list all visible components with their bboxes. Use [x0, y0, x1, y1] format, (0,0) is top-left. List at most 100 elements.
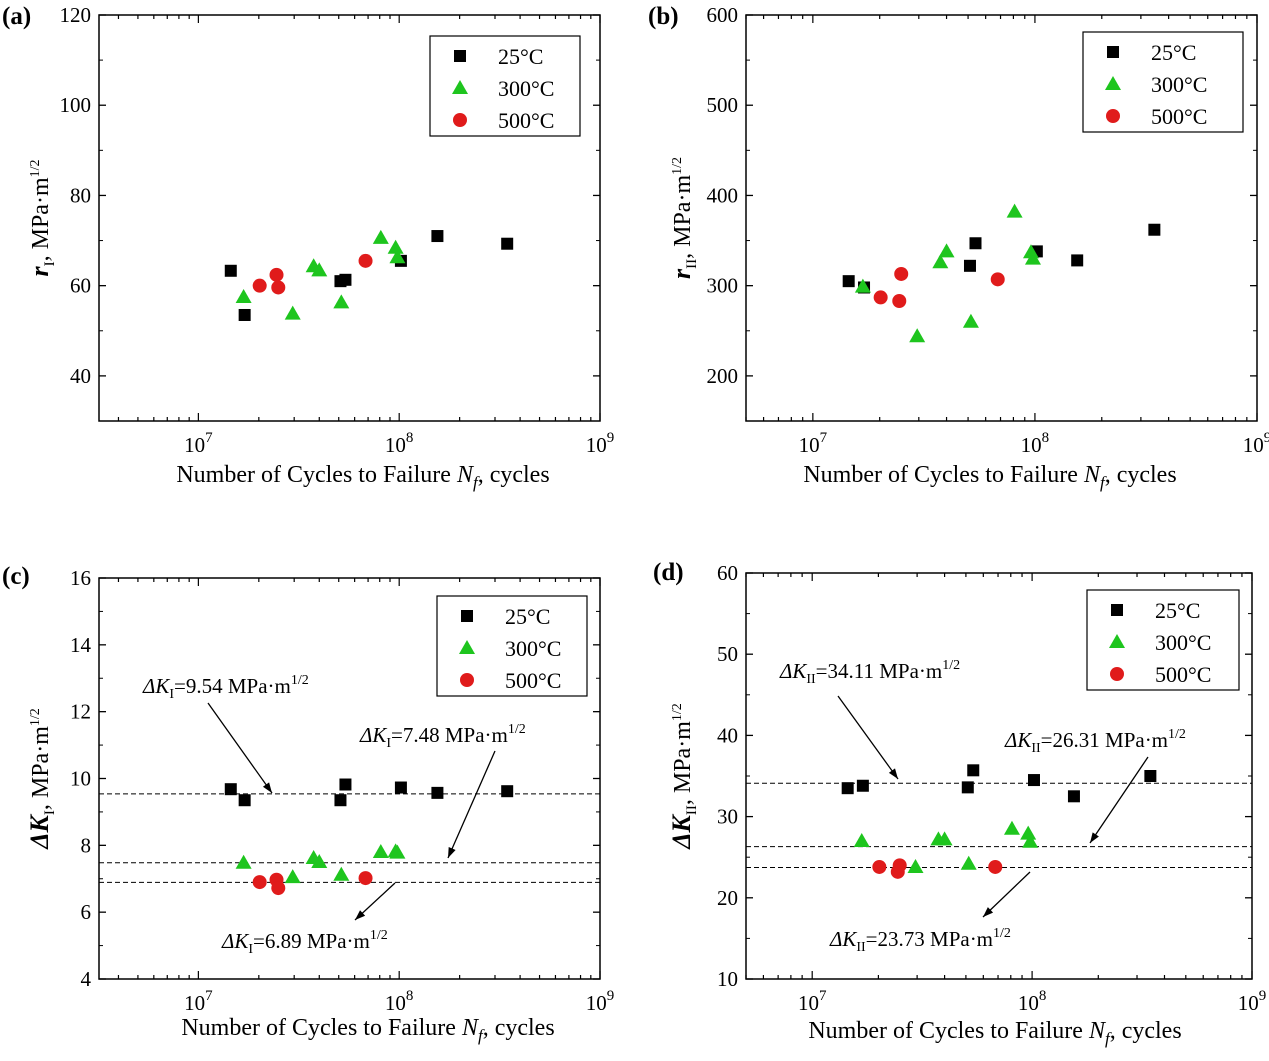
annotation-arrow	[1089, 756, 1149, 844]
data-point-300C	[936, 831, 953, 846]
legend-entry: 500°C	[498, 108, 554, 133]
data-point-300C	[1022, 833, 1039, 848]
data-point-25C	[967, 764, 980, 777]
data-point-25C	[961, 781, 974, 794]
data-point-500C	[894, 266, 909, 281]
y-tick-label: 120	[60, 3, 92, 27]
y-tick-label: 80	[70, 183, 91, 207]
annotation-arrowhead	[888, 768, 898, 779]
y-tick-label: 12	[70, 700, 91, 724]
y-tick-label: 50	[717, 642, 738, 666]
legend-entry: 25°C	[1151, 40, 1196, 65]
data-point-25C	[238, 794, 251, 807]
data-point-25C	[238, 308, 251, 321]
legend-entry: 300°C	[1155, 630, 1211, 655]
legend-marker	[460, 673, 474, 687]
panel-label: (b)	[648, 3, 679, 30]
data-point-25C	[501, 237, 514, 250]
data-point-300C	[932, 254, 949, 269]
data-point-25C	[431, 786, 444, 799]
x-tick-label: 109	[1243, 430, 1269, 457]
legend-entry: 500°C	[1151, 104, 1207, 129]
data-point-300C	[962, 313, 979, 328]
x-axis-label: Number of Cycles to Failure Nf, cycles	[803, 462, 1176, 492]
data-point-25C	[224, 264, 237, 277]
data-point-25C	[841, 782, 854, 795]
data-point-25C	[224, 783, 237, 796]
y-tick-label: 6	[81, 900, 92, 924]
legend-marker	[459, 640, 475, 654]
legend-marker	[1110, 667, 1124, 681]
legend-entry: 300°C	[1151, 72, 1207, 97]
annotation-arrowhead	[983, 907, 994, 917]
data-point-25C	[963, 259, 976, 272]
annotation-arrowhead	[262, 782, 272, 793]
data-point-25C	[1067, 790, 1080, 803]
y-tick-label: 60	[717, 561, 738, 585]
y-tick-label: 14	[70, 633, 92, 657]
annotation-arrowhead	[1090, 832, 1099, 843]
annotation-arrow	[982, 871, 1031, 918]
data-point-300C	[372, 229, 389, 244]
y-axis-label: ΔKI, MPa·m1/2	[25, 708, 58, 850]
data-point-500C	[988, 859, 1003, 874]
data-point-500C	[252, 875, 267, 890]
y-axis-label: rII, MPa·m1/2	[667, 157, 700, 279]
data-point-300C	[389, 844, 406, 859]
data-point-500C	[892, 858, 907, 873]
data-point-25C	[431, 230, 444, 243]
data-point-25C	[969, 237, 982, 250]
data-point-500C	[892, 294, 907, 309]
data-point-300C	[907, 858, 924, 873]
data-point-300C	[909, 328, 926, 343]
legend-marker	[1109, 634, 1125, 648]
data-point-300C	[854, 278, 871, 293]
y-tick-label: 4	[81, 967, 92, 991]
data-point-300C	[372, 844, 389, 859]
y-tick-label: 400	[707, 183, 739, 207]
reference-line-label: ΔKI=9.54 MPa·m1/2	[142, 673, 309, 702]
data-point-300C	[387, 239, 404, 254]
x-tick-label: 108	[385, 430, 414, 457]
data-point-300C	[1006, 203, 1023, 218]
x-axis-label: Number of Cycles to Failure Nf, cycles	[181, 1015, 554, 1045]
data-point-300C	[235, 854, 252, 869]
data-point-300C	[311, 262, 328, 277]
y-tick-label: 60	[70, 274, 91, 298]
y-tick-label: 100	[60, 93, 92, 117]
data-point-25C	[334, 794, 347, 807]
x-axis-label: Number of Cycles to Failure Nf, cycles	[176, 462, 549, 492]
legend-entry: 25°C	[1155, 598, 1200, 623]
x-tick-label: 109	[586, 988, 615, 1015]
y-tick-label: 30	[717, 805, 738, 829]
y-tick-label: 500	[707, 93, 739, 117]
data-point-300C	[938, 243, 955, 258]
legend-marker	[454, 50, 466, 62]
data-point-25C	[1144, 770, 1157, 782]
legend-marker	[1107, 46, 1119, 58]
plot-frame	[98, 14, 601, 422]
y-tick-label: 20	[717, 886, 738, 910]
reference-line-label: ΔKII=34.11 MPa·m1/2	[779, 658, 960, 687]
x-tick-label: 109	[1238, 988, 1267, 1015]
legend-marker	[1105, 76, 1121, 90]
x-tick-label: 108	[1021, 430, 1050, 457]
y-tick-label: 200	[707, 364, 739, 388]
annotation-arrowhead	[355, 910, 366, 920]
y-tick-label: 10	[70, 767, 91, 791]
chart-panel-d: 10 20 30 40 50 60 107 108 109 Number of Cycles to…	[653, 559, 1266, 1048]
data-point-500C	[271, 280, 286, 295]
data-point-25C	[339, 273, 352, 286]
y-tick-label: 300	[707, 274, 739, 298]
data-point-25C	[1071, 254, 1084, 267]
annotation-arrowhead	[448, 847, 456, 858]
data-point-25C	[501, 785, 514, 798]
data-point-300C	[311, 854, 328, 869]
y-tick-label: 600	[707, 3, 739, 27]
annotation-arrow	[207, 702, 273, 794]
panel-label: (c)	[2, 563, 30, 590]
y-tick-label: 40	[70, 364, 91, 388]
data-point-500C	[271, 881, 286, 896]
data-point-500C	[358, 871, 373, 886]
